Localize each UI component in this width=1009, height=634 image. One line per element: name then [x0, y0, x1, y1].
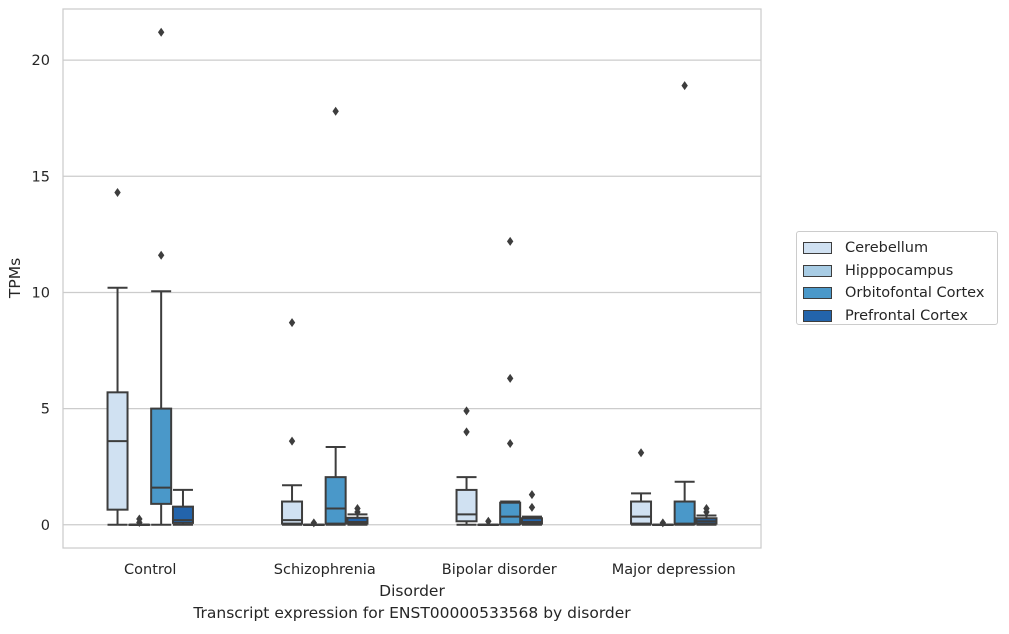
box-iqr — [150, 407, 173, 505]
x-tick-label: Schizophrenia — [274, 562, 376, 578]
flier-point — [157, 27, 165, 37]
legend-label: Hipppocampus — [845, 262, 954, 279]
box-3-1 — [346, 504, 369, 526]
y-tick-label: 15 — [32, 169, 50, 185]
box-0-1 — [281, 318, 304, 526]
x-axis-label: Disorder — [379, 582, 445, 600]
flier-point — [136, 514, 143, 524]
flier-point — [506, 373, 514, 383]
flier-point — [332, 106, 339, 116]
box-2-1 — [324, 106, 347, 526]
box-1-1 — [302, 518, 325, 528]
legend-item-prefrontal-cortex: Prefrontal Cortex — [803, 305, 997, 328]
y-tick-label: 5 — [41, 402, 50, 418]
y-axis-label: TPMs — [6, 258, 24, 299]
boxes — [106, 27, 718, 528]
box-2-0 — [150, 27, 173, 526]
flier-point — [637, 448, 645, 458]
legend-swatch — [803, 310, 832, 323]
legend-swatch — [803, 242, 832, 255]
figure-caption: Transcript expression for ENST0000053356… — [193, 604, 631, 622]
flier-point — [463, 427, 470, 437]
flier-point — [114, 188, 121, 198]
y-tick-label: 0 — [41, 518, 50, 534]
x-tick-label: Control — [124, 562, 176, 578]
legend-item-hippocampus: Hipppocampus — [803, 260, 997, 283]
y-tick-label: 10 — [32, 285, 50, 301]
x-tick-label: Major depression — [612, 562, 736, 578]
box-iqr — [281, 500, 304, 525]
legend-label: Prefrontal Cortex — [845, 308, 968, 325]
box-1-0 — [128, 514, 151, 527]
box-0-3 — [630, 448, 653, 526]
flier-point — [528, 502, 536, 512]
box-iqr — [324, 476, 347, 525]
box-3-2 — [520, 490, 543, 526]
flier-point — [506, 236, 514, 246]
flier-point — [703, 504, 710, 514]
flier-point — [485, 516, 492, 526]
box-3-3 — [695, 504, 718, 526]
box-iqr — [171, 505, 194, 524]
box-iqr — [520, 517, 543, 525]
flier-point — [288, 436, 296, 446]
flier-point — [354, 504, 361, 514]
box-iqr — [346, 516, 369, 525]
box-2-2 — [499, 236, 522, 526]
box-iqr — [673, 500, 696, 526]
box-3-0 — [171, 488, 194, 526]
box-1-2 — [477, 516, 500, 526]
flier-point — [157, 250, 165, 260]
x-tick-label: Bipolar disorder — [442, 562, 557, 578]
flier-point — [681, 81, 688, 91]
box-1-3 — [651, 518, 674, 528]
box-iqr — [106, 391, 129, 511]
flier-point — [463, 406, 470, 416]
flier-point — [506, 438, 514, 448]
legend-swatch — [803, 287, 832, 300]
legend: Cerebellum Hipppocampus Orbitofontal Cor… — [796, 231, 998, 325]
flier-point — [310, 518, 318, 528]
box-iqr — [630, 500, 653, 525]
x-tick-labels: Control Schizophrenia Bipolar disorder Majo… — [124, 562, 736, 578]
y-tick-label: 20 — [32, 53, 50, 69]
box-iqr — [499, 501, 522, 526]
box-0-2 — [455, 406, 478, 526]
box-0-0 — [106, 188, 129, 526]
flier-point — [288, 318, 296, 328]
y-tick-labels: 0 5 10 15 20 — [32, 53, 50, 534]
legend-swatch — [803, 264, 832, 277]
legend-item-orbitofrontal-cortex: Orbitofontal Cortex — [803, 282, 997, 305]
legend-item-cerebellum: Cerebellum — [803, 237, 997, 260]
legend-label: Orbitofontal Cortex — [845, 285, 985, 302]
flier-point — [659, 518, 667, 528]
plot-frame — [62, 8, 762, 549]
flier-point — [528, 490, 536, 500]
legend-label: Cerebellum — [845, 240, 929, 257]
box-2-3 — [673, 81, 696, 526]
box-iqr — [455, 488, 478, 523]
